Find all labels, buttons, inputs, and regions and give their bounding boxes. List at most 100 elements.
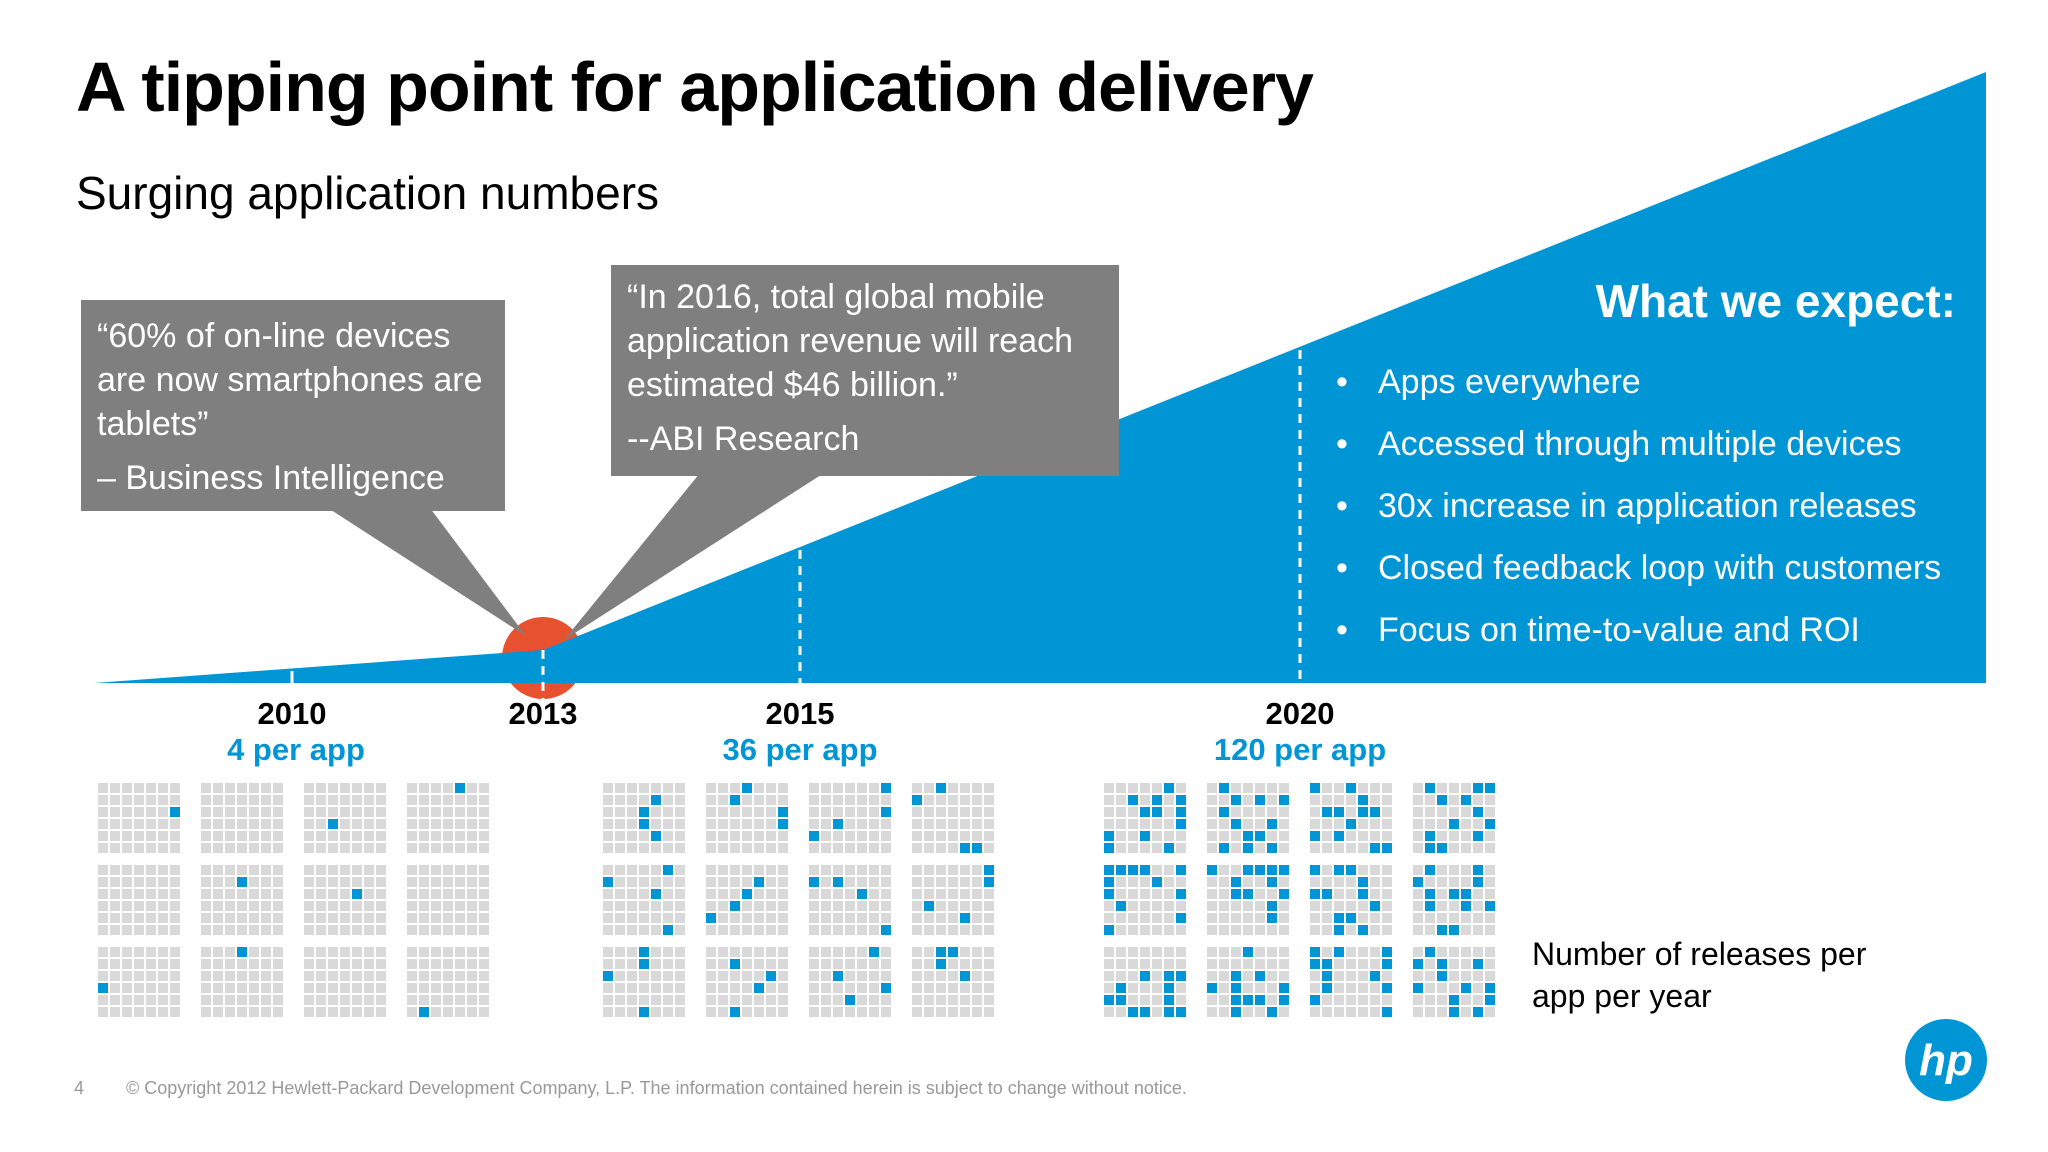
release-cell xyxy=(1473,913,1483,923)
release-cell xyxy=(328,877,338,887)
release-cell xyxy=(663,901,673,911)
release-cell xyxy=(146,971,156,981)
release-cell xyxy=(431,925,441,935)
release-cell xyxy=(1207,947,1217,957)
release-cell xyxy=(754,983,764,993)
release-cell xyxy=(237,1007,247,1017)
release-cell xyxy=(146,795,156,805)
release-cell xyxy=(766,959,776,969)
release-cell xyxy=(1334,807,1344,817)
release-cell xyxy=(170,877,180,887)
release-cell xyxy=(316,995,326,1005)
release-cell xyxy=(627,925,637,935)
release-cell xyxy=(1346,865,1356,875)
release-cell xyxy=(603,807,613,817)
release-cell xyxy=(1255,819,1265,829)
release-cell xyxy=(663,995,673,1005)
release-cell xyxy=(261,889,271,899)
release-cell xyxy=(170,831,180,841)
release-cell xyxy=(1207,995,1217,1005)
release-cell xyxy=(1140,807,1150,817)
release-cell xyxy=(110,1007,120,1017)
release-cell xyxy=(328,865,338,875)
release-grid xyxy=(98,783,180,853)
release-cell xyxy=(857,947,867,957)
release-cell xyxy=(718,889,728,899)
release-cell xyxy=(122,947,132,957)
release-cell xyxy=(170,865,180,875)
release-cell xyxy=(675,877,685,887)
release-cell xyxy=(1207,901,1217,911)
release-cell xyxy=(1485,947,1495,957)
release-cell xyxy=(1104,795,1114,805)
release-cell xyxy=(912,913,922,923)
release-cell xyxy=(340,843,350,853)
growth-wedge xyxy=(94,72,1986,683)
release-cell xyxy=(706,901,716,911)
release-cell xyxy=(1382,925,1392,935)
release-cell xyxy=(603,971,613,981)
year-2015-label: 2015 xyxy=(765,696,835,731)
release-cell xyxy=(948,889,958,899)
release-cell xyxy=(603,795,613,805)
rate-2015-label: 36 per app xyxy=(722,732,878,767)
release-cell xyxy=(718,831,728,841)
release-cell xyxy=(972,959,982,969)
release-cell xyxy=(261,959,271,969)
release-cell xyxy=(110,877,120,887)
release-cell xyxy=(742,865,752,875)
release-cell xyxy=(328,959,338,969)
release-cell xyxy=(1219,865,1229,875)
release-cell xyxy=(455,831,465,841)
release-cell xyxy=(1358,783,1368,793)
release-cell xyxy=(663,925,673,935)
release-cell xyxy=(972,877,982,887)
release-cell xyxy=(419,819,429,829)
release-cell xyxy=(1473,971,1483,981)
release-cell xyxy=(1485,983,1495,993)
release-cell xyxy=(352,983,362,993)
release-cell xyxy=(316,947,326,957)
release-cell xyxy=(1322,1007,1332,1017)
release-cell xyxy=(352,947,362,957)
release-cell xyxy=(1164,983,1174,993)
release-cell xyxy=(1437,831,1447,841)
release-cell xyxy=(1334,901,1344,911)
release-cell xyxy=(364,843,374,853)
release-cell xyxy=(316,795,326,805)
release-cell xyxy=(467,901,477,911)
release-cell xyxy=(443,843,453,853)
release-cell xyxy=(663,783,673,793)
release-cell xyxy=(479,807,489,817)
release-cell xyxy=(845,819,855,829)
release-cell xyxy=(1449,995,1459,1005)
release-cell xyxy=(972,947,982,957)
release-cell xyxy=(1267,995,1277,1005)
release-cell xyxy=(201,913,211,923)
release-cell xyxy=(766,865,776,875)
release-cell xyxy=(1413,995,1423,1005)
release-cell xyxy=(158,843,168,853)
release-cell xyxy=(1279,901,1289,911)
release-cell xyxy=(742,783,752,793)
release-cell xyxy=(718,959,728,969)
release-cell xyxy=(1255,947,1265,957)
release-cell xyxy=(960,877,970,887)
release-cell xyxy=(213,865,223,875)
release-cell xyxy=(479,901,489,911)
release-cell xyxy=(742,807,752,817)
release-cell xyxy=(936,925,946,935)
release-cell xyxy=(122,901,132,911)
release-cell xyxy=(273,795,283,805)
release-cell xyxy=(1140,1007,1150,1017)
release-cell xyxy=(328,1007,338,1017)
release-cell xyxy=(1140,865,1150,875)
release-cell xyxy=(984,1007,994,1017)
release-cell xyxy=(98,971,108,981)
release-cell xyxy=(352,1007,362,1017)
release-cell xyxy=(225,995,235,1005)
release-grid xyxy=(809,783,891,853)
release-cell xyxy=(419,913,429,923)
release-cell xyxy=(1334,959,1344,969)
release-cell xyxy=(1140,971,1150,981)
